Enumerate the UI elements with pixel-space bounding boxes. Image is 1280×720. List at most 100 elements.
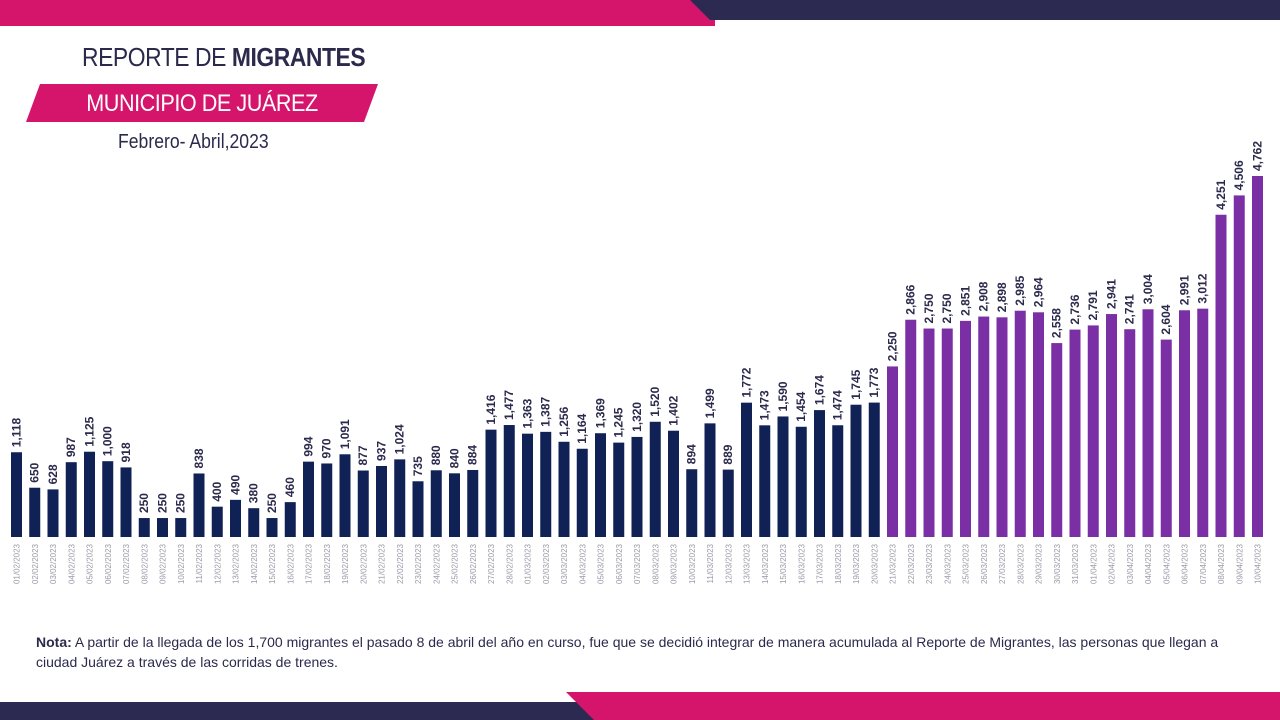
bottom-magenta-band bbox=[566, 692, 1280, 720]
date-label: 08/02/2023 bbox=[140, 543, 149, 584]
value-label: 2,991 bbox=[1178, 275, 1192, 305]
value-label: 840 bbox=[448, 448, 462, 468]
date-label: 16/02/2023 bbox=[286, 543, 295, 584]
value-label: 1,474 bbox=[831, 390, 845, 420]
value-label: 250 bbox=[137, 493, 151, 513]
bar-29/03/2023 bbox=[1033, 312, 1044, 537]
date-label: 20/02/2023 bbox=[359, 543, 368, 584]
value-label: 2,898 bbox=[995, 282, 1009, 312]
period-label: Febrero- Abril,2023 bbox=[118, 131, 269, 153]
bar-14/03/2023 bbox=[759, 425, 771, 537]
bar-16/03/2023 bbox=[795, 426, 807, 537]
bar-22/02/2023 bbox=[394, 459, 406, 537]
date-label: 03/03/2023 bbox=[560, 543, 569, 584]
value-label: 918 bbox=[119, 442, 133, 462]
bar-18/03/2023 bbox=[832, 425, 844, 537]
value-label: 2,941 bbox=[1105, 279, 1119, 309]
date-label: 04/04/2023 bbox=[1144, 543, 1153, 584]
date-label: 28/02/2023 bbox=[505, 543, 514, 584]
value-label: 3,012 bbox=[1196, 273, 1210, 303]
date-label: 13/02/2023 bbox=[232, 543, 241, 584]
date-label: 02/04/2023 bbox=[1108, 543, 1117, 584]
value-label: 987 bbox=[64, 437, 78, 457]
value-label: 838 bbox=[192, 448, 206, 468]
date-label: 25/03/2023 bbox=[962, 543, 971, 584]
date-label: 01/03/2023 bbox=[524, 543, 533, 584]
date-label: 15/03/2023 bbox=[779, 543, 788, 584]
value-label: 2,791 bbox=[1086, 290, 1100, 320]
bar-11/02/2023 bbox=[193, 473, 205, 537]
value-label: 2,558 bbox=[1050, 308, 1064, 338]
report-title-light: REPORTE DE bbox=[82, 42, 232, 72]
value-label: 4,762 bbox=[1251, 141, 1265, 171]
value-label: 1,520 bbox=[648, 386, 662, 416]
bar-02/02/2023 bbox=[29, 487, 41, 537]
date-label: 13/03/2023 bbox=[743, 543, 752, 584]
value-label: 1,320 bbox=[630, 402, 644, 432]
value-label: 1,000 bbox=[101, 426, 115, 456]
report-title-bold: MIGRANTES bbox=[231, 42, 366, 72]
bar-04/03/2023 bbox=[576, 448, 588, 537]
value-label: 1,477 bbox=[502, 390, 516, 420]
date-label: 11/02/2023 bbox=[195, 543, 204, 583]
value-label: 1,773 bbox=[867, 367, 881, 397]
bar-28/03/2023 bbox=[1014, 310, 1026, 537]
bar-09/02/2023 bbox=[157, 518, 168, 537]
bar-10/04/2023 bbox=[1252, 176, 1263, 537]
date-label: 27/03/2023 bbox=[998, 543, 1007, 584]
date-label: 24/03/2023 bbox=[943, 543, 952, 584]
value-label: 1,745 bbox=[849, 369, 863, 399]
municipality-banner: MUNICIPIO DE JUÁREZ bbox=[26, 84, 378, 122]
date-label: 12/02/2023 bbox=[213, 543, 222, 584]
municipality-label: MUNICIPIO DE JUÁREZ bbox=[86, 90, 318, 117]
value-label: 2,964 bbox=[1032, 277, 1046, 307]
bar-07/04/2023 bbox=[1197, 308, 1209, 537]
bar-10/03/2023 bbox=[686, 469, 698, 537]
value-label: 1,256 bbox=[557, 406, 571, 436]
value-label: 884 bbox=[466, 445, 480, 465]
date-label: 01/04/2023 bbox=[1089, 543, 1098, 584]
bar-15/02/2023 bbox=[266, 518, 278, 537]
date-label: 17/02/2023 bbox=[305, 543, 314, 584]
value-label: 400 bbox=[210, 481, 224, 501]
bar-25/02/2023 bbox=[449, 473, 460, 537]
bar-03/04/2023 bbox=[1124, 329, 1136, 537]
top-dark-band bbox=[690, 0, 1280, 20]
value-label: 2,908 bbox=[977, 281, 991, 311]
bar-13/02/2023 bbox=[230, 499, 241, 537]
date-label: 29/03/2023 bbox=[1035, 543, 1044, 584]
bar-04/04/2023 bbox=[1142, 309, 1154, 537]
bar-02/04/2023 bbox=[1106, 314, 1117, 537]
bar-05/02/2023 bbox=[84, 451, 95, 537]
footnote-label: Nota: bbox=[36, 634, 72, 650]
bar-02/03/2023 bbox=[540, 431, 552, 537]
value-label: 1,674 bbox=[813, 375, 827, 405]
bar-10/02/2023 bbox=[175, 518, 187, 537]
bar-05/04/2023 bbox=[1160, 339, 1172, 537]
date-label: 10/04/2023 bbox=[1254, 543, 1263, 584]
date-label: 06/03/2023 bbox=[615, 543, 624, 584]
date-label: 08/03/2023 bbox=[651, 543, 660, 584]
value-label: 1,118 bbox=[10, 418, 24, 448]
bar-19/03/2023 bbox=[850, 404, 862, 537]
value-label: 2,604 bbox=[1159, 304, 1173, 334]
bar-21/02/2023 bbox=[376, 465, 387, 537]
value-label: 2,866 bbox=[904, 284, 918, 314]
bar-26/02/2023 bbox=[467, 469, 479, 537]
bar-26/03/2023 bbox=[978, 316, 990, 537]
value-label: 1,772 bbox=[740, 367, 754, 397]
value-label: 250 bbox=[156, 493, 170, 513]
bottom-dark-band bbox=[0, 702, 620, 720]
date-label: 07/03/2023 bbox=[633, 543, 642, 584]
date-label: 26/02/2023 bbox=[469, 543, 478, 584]
value-label: 1,387 bbox=[539, 396, 553, 426]
bar-07/02/2023 bbox=[120, 467, 132, 537]
date-label: 02/02/2023 bbox=[31, 543, 40, 584]
date-label: 10/02/2023 bbox=[177, 543, 186, 584]
bar-08/04/2023 bbox=[1215, 214, 1227, 538]
date-label: 02/03/2023 bbox=[542, 543, 551, 584]
date-label: 03/04/2023 bbox=[1126, 543, 1135, 584]
bar-03/02/2023 bbox=[47, 489, 59, 537]
value-label: 970 bbox=[320, 438, 334, 458]
